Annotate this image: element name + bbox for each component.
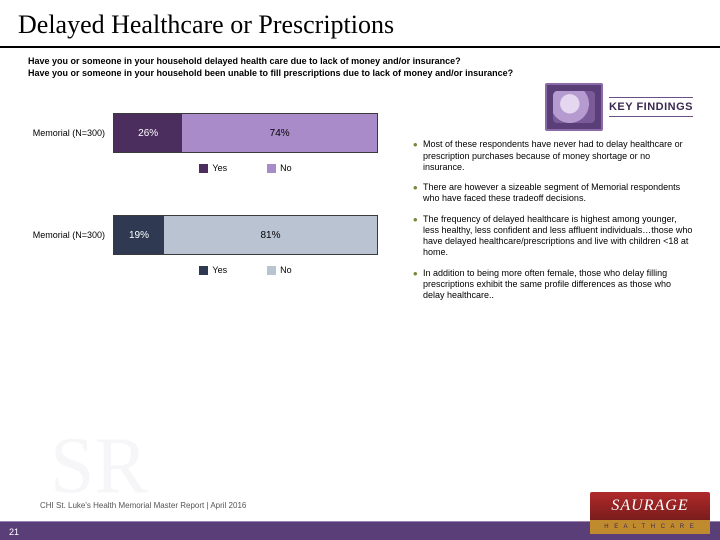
finding-item: There are however a sizeable segment of … <box>413 182 693 205</box>
key-findings-image-icon <box>545 83 603 131</box>
chart1-legend: Yes No <box>113 163 378 173</box>
chart-delayed-prescriptions: Memorial (N=300) 19% 81% Yes No <box>18 215 413 275</box>
page-number: 21 <box>9 527 19 537</box>
logo-sub: H E A L T H C A R E <box>590 520 710 534</box>
chart1-row-label: Memorial (N=300) <box>18 128 113 138</box>
key-findings-header: KEY FINDINGS <box>413 83 693 131</box>
swatch-yes2-icon <box>199 266 208 275</box>
finding-item: Most of these respondents have never had… <box>413 139 693 173</box>
source-line: CHI St. Luke's Health Memorial Master Re… <box>40 501 246 510</box>
chart2-seg-yes: 19% <box>114 216 164 254</box>
question-1: Have you or someone in your household de… <box>28 56 702 68</box>
question-block: Have you or someone in your household de… <box>0 48 720 83</box>
charts-column: Memorial (N=300) 26% 74% Yes No <box>18 83 413 310</box>
chart2-bar: 19% 81% <box>113 215 378 255</box>
question-2: Have you or someone in your household be… <box>28 68 702 80</box>
chart1-legend-yes: Yes <box>199 163 227 173</box>
page-title: Delayed Healthcare or Prescriptions <box>0 0 720 46</box>
chart1-seg-no: 74% <box>182 114 377 152</box>
chart2-legend: Yes No <box>113 265 378 275</box>
logo-brand: SAURAGE <box>590 492 710 520</box>
chart2-legend-yes: Yes <box>199 265 227 275</box>
watermark: SR <box>50 421 148 512</box>
finding-item: In addition to being more often female, … <box>413 268 693 302</box>
chart2-seg-no: 81% <box>164 216 377 254</box>
chart2-row-label: Memorial (N=300) <box>18 230 113 240</box>
finding-item: The frequency of delayed healthcare is h… <box>413 214 693 259</box>
key-findings-list: Most of these respondents have never had… <box>413 139 693 301</box>
brand-logo: SAURAGE H E A L T H C A R E <box>590 492 710 534</box>
chart1-legend-no: No <box>267 163 292 173</box>
swatch-no-icon <box>267 164 276 173</box>
chart-delayed-healthcare: Memorial (N=300) 26% 74% Yes No <box>18 113 413 173</box>
key-findings-title: KEY FINDINGS <box>609 97 693 117</box>
chart1-seg-yes: 26% <box>114 114 182 152</box>
swatch-no2-icon <box>267 266 276 275</box>
chart2-legend-no: No <box>267 265 292 275</box>
chart1-bar: 26% 74% <box>113 113 378 153</box>
key-findings-column: KEY FINDINGS Most of these respondents h… <box>413 83 693 310</box>
swatch-yes-icon <box>199 164 208 173</box>
